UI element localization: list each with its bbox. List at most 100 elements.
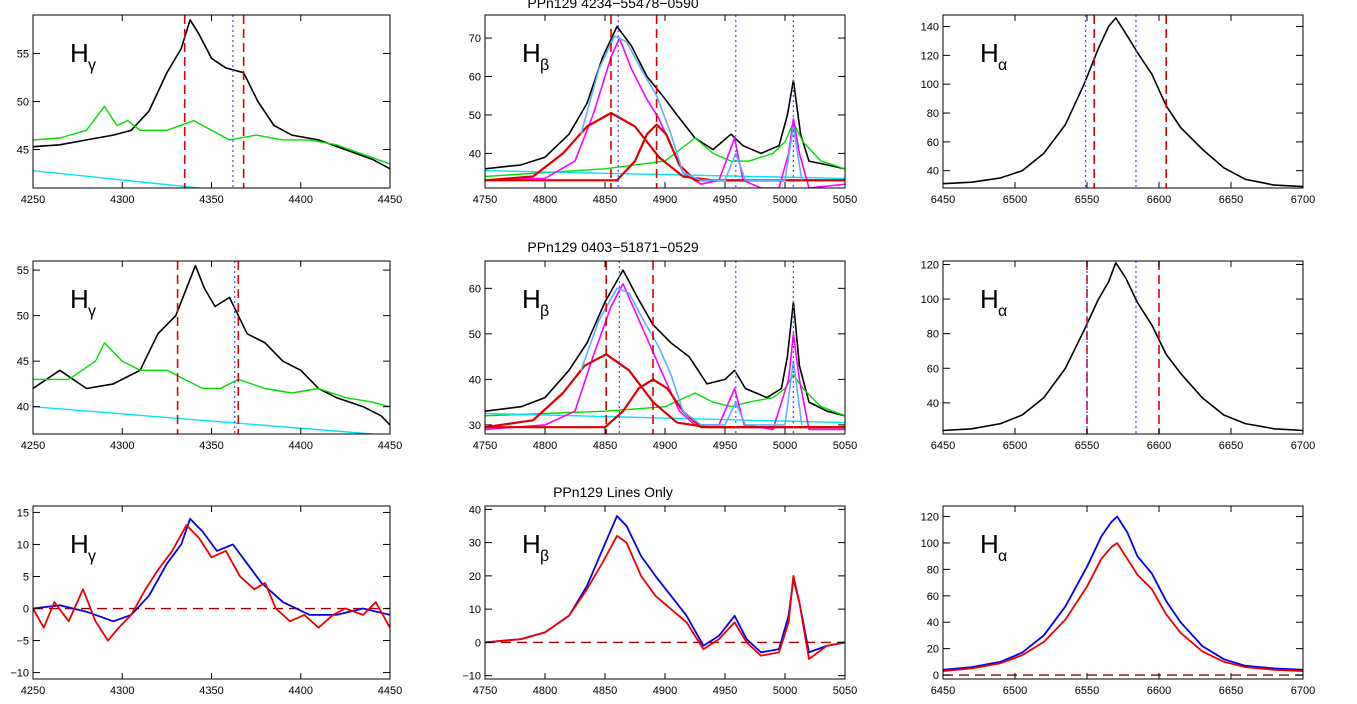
x-tick-label: 4950 [713,685,737,697]
x-tick-label: 5000 [773,685,797,697]
series-comparison-1 [33,342,390,408]
x-tick-label: 4400 [289,194,313,206]
series-spectrum-0 [943,261,1303,432]
plot-area [33,517,390,642]
plot-area [943,261,1303,434]
line-label: H [522,38,541,68]
y-tick-label: 10 [469,604,481,616]
plot-area [485,15,845,188]
line-label-subscript: α [998,303,1007,320]
y-tick-label: 40 [927,617,939,629]
x-tick-label: 6550 [1075,194,1099,206]
y-tick-label: 50 [17,311,29,323]
y-tick-label: 40 [17,402,29,414]
x-tick-label: 6450 [931,194,955,206]
x-tick-label: 6700 [1291,685,1315,697]
series-epoch_blue-0 [33,517,390,623]
y-tick-label: 0 [933,670,939,682]
x-tick-label: 4350 [199,194,223,206]
line-label: H [70,38,89,68]
series-fit_component-5 [485,378,845,429]
x-tick-label: 4250 [21,440,45,452]
plot-area [485,261,845,434]
plot-area [33,15,390,188]
series-spectrum-0 [943,17,1303,188]
y-tick-label: 100 [921,294,939,306]
x-tick-label: 5050 [833,194,857,206]
y-tick-label: 70 [469,33,481,45]
x-tick-label: 4400 [289,440,313,452]
panel-2: 6450 6500 6550 6600 6650 6700 40 60 80 100 120 140 H… [921,14,1315,206]
line-label-subscript: β [540,548,549,565]
y-tick-label: 120 [921,50,939,62]
line-label-subscript: γ [88,303,96,320]
line-label: H [980,284,999,314]
x-tick-label: 4350 [199,685,223,697]
line-label: H [70,284,89,314]
x-tick-label: 4300 [110,194,134,206]
x-tick-label: 6700 [1291,194,1315,206]
series-continuum-2 [33,406,373,434]
x-tick-label: 6500 [1003,440,1027,452]
x-tick-label: 5000 [773,194,797,206]
y-tick-label: 30 [469,420,481,432]
plot-frame [942,14,1304,189]
x-tick-label: 6500 [1003,194,1027,206]
x-tick-label: 6650 [1219,685,1243,697]
panel-7: 4750 4800 4850 4900 4950 5000 5050 −10 0 10 20 30 40… [462,504,857,697]
x-tick-label: 5050 [833,685,857,697]
plot-area [943,515,1303,676]
y-tick-label: 45 [17,356,29,368]
x-tick-label: 5000 [773,440,797,452]
x-tick-label: 4250 [21,194,45,206]
x-tick-label: 4400 [289,685,313,697]
y-tick-label: 120 [921,259,939,271]
plot-area [485,515,845,660]
y-tick-label: 20 [469,571,481,583]
panel-8: 6450 6500 6550 6600 6650 6700 0 20 40 60 80 100 120 H… [921,505,1315,697]
y-tick-label: 100 [921,538,939,550]
series-spectrum-0 [33,18,390,170]
y-tick-label: 10 [17,539,29,551]
series-comparison-1 [33,105,390,165]
x-tick-label: 4900 [653,194,677,206]
x-tick-label: 6500 [1003,685,1027,697]
y-tick-label: −10 [462,671,481,683]
x-tick-label: 4950 [713,440,737,452]
series-epoch_red-1 [485,535,845,660]
series-spectrum-0 [485,269,845,417]
line-label: H [980,38,999,68]
x-tick-label: 4900 [653,685,677,697]
x-tick-label: 6450 [931,685,955,697]
row-title-3: PPn129 Lines Only [553,484,673,500]
x-tick-label: 4350 [199,440,223,452]
plot-area [33,261,390,434]
x-tick-label: 6650 [1219,194,1243,206]
y-tick-label: 40 [469,504,481,516]
x-tick-label: 6650 [1219,440,1243,452]
x-tick-label: 6700 [1291,440,1315,452]
y-tick-label: 60 [927,591,939,603]
y-tick-label: 50 [17,97,29,109]
row-title-2: PPn129 0403−51871−0529 [527,239,698,255]
panel-5: 6450 6500 6550 6600 6650 6700 40 60 80 100 120 H α [921,259,1316,452]
plot-frame [942,505,1304,680]
series-epoch_red-1 [943,542,1303,672]
y-tick-label: 140 [921,22,939,34]
y-tick-label: −10 [10,668,29,680]
x-tick-label: 4450 [378,440,402,452]
x-tick-label: 4750 [473,685,497,697]
y-tick-label: 40 [469,148,481,160]
x-tick-label: 4750 [473,440,497,452]
x-tick-label: 4250 [21,685,45,697]
y-tick-label: 40 [927,398,939,410]
x-tick-label: 4800 [533,440,557,452]
plot-area [943,15,1303,188]
y-tick-label: 0 [475,637,481,649]
line-label: H [522,529,541,559]
y-tick-label: −5 [16,636,29,648]
panel-6: 4250 4300 4350 4400 4450 −10 −5 0 5 10 15 H γ [10,505,402,697]
